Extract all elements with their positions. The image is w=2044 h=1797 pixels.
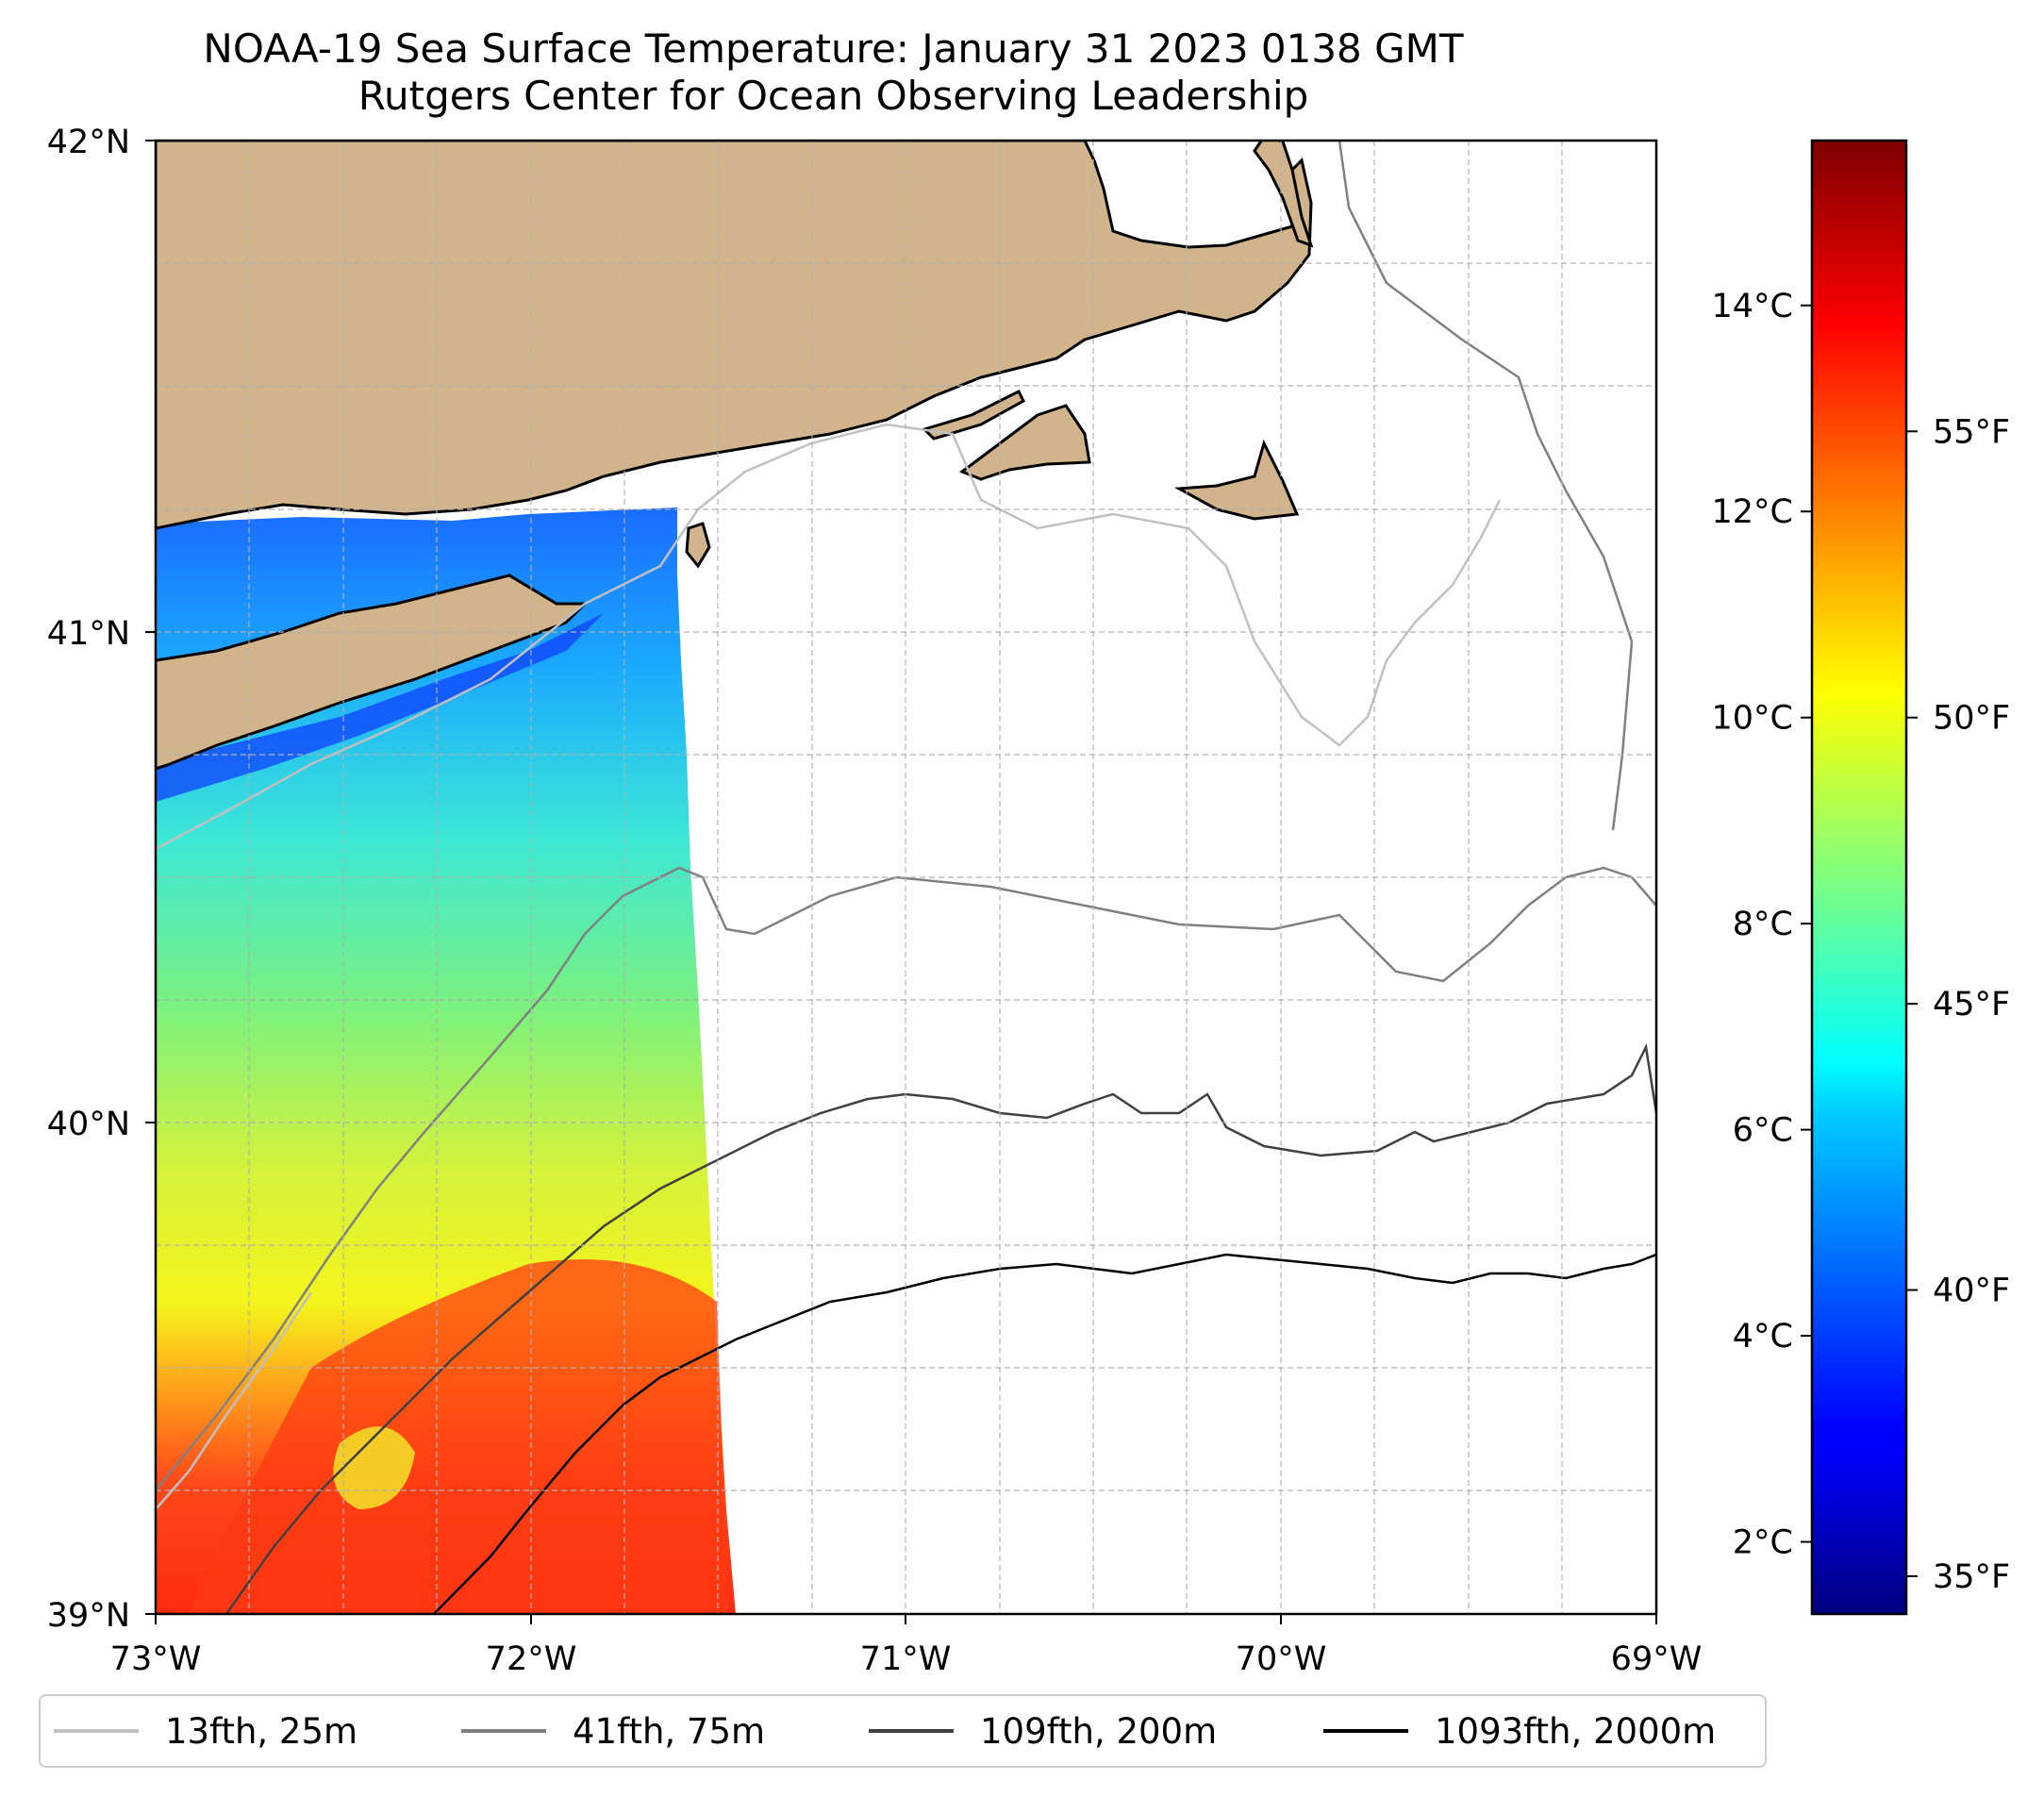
colorbar-label-f: 35°F [1933, 1558, 2010, 1596]
legend-swatch-25m [54, 1729, 139, 1733]
colorbar-label-f: 50°F [1933, 700, 2010, 738]
legend-item-200m: 109fth, 200m [869, 1696, 1217, 1766]
isobath-2000m [433, 1253, 1656, 1614]
land-nantucket [1173, 439, 1300, 521]
x-tick-69w: 69°W [1611, 1640, 1703, 1678]
y-tick-41n: 41°N [47, 615, 130, 653]
map-title-line-1: NOAA-19 Sea Surface Temperature: January… [203, 25, 1464, 72]
map-area [156, 141, 1656, 1614]
colorbar-label-c: 8°C [1733, 906, 1793, 943]
x-tick-73w: 73°W [110, 1640, 202, 1678]
colorbar-label-c: 6°C [1733, 1112, 1793, 1150]
land-block-island [685, 522, 711, 569]
legend-label-2000m: 1093fth, 2000m [1435, 1710, 1717, 1752]
colorbar-label-c: 12°C [1712, 493, 1793, 531]
land-cape-cod-tip [1253, 141, 1314, 248]
legend-item-25m: 13fth, 25m [54, 1696, 357, 1766]
sst-cold-coastal [156, 613, 604, 802]
colorbar-label-f: 55°F [1933, 413, 2010, 451]
isobath-25m-b [156, 1291, 313, 1510]
land-long-island [156, 574, 589, 771]
land-elizabeth-islands [922, 389, 1025, 441]
x-tick-70w: 70°W [1236, 1640, 1327, 1678]
legend-swatch-200m [869, 1729, 954, 1733]
land-new-england [156, 141, 1313, 530]
isobath-75m-north [1338, 141, 1634, 831]
y-tick-40n: 40°N [47, 1106, 130, 1143]
legend-label-25m: 13fth, 25m [165, 1710, 358, 1752]
y-tick-39n: 39°N [47, 1597, 130, 1635]
legend-swatch-75m [461, 1729, 546, 1733]
sst-yellow-patch [333, 1426, 415, 1509]
colorbar-label-c: 10°C [1712, 700, 1793, 738]
colorbar-ticks: 2°C 4°C 6°C 8°C 10°C 12°C 14°C 35°F 40°F 45°F 50°F… [1712, 288, 2011, 1596]
map-title-line-2: Rutgers Center for Ocean Observing Leade… [357, 73, 1309, 119]
isobath-25m [156, 423, 1502, 851]
legend-item-75m: 41fth, 75m [461, 1696, 765, 1766]
colorbar-label-c: 2°C [1733, 1524, 1793, 1562]
x-tick-72w: 72°W [486, 1640, 577, 1678]
map-grid [156, 141, 1656, 1614]
colorbar-label-f: 45°F [1933, 986, 2010, 1023]
y-tick-42n: 42°N [47, 124, 130, 161]
colorbar-label-f: 40°F [1933, 1273, 2010, 1310]
legend-swatch-2000m [1323, 1729, 1408, 1733]
sst-warm-core [189, 1259, 728, 1614]
map-ticks [145, 140, 1657, 1624]
legend-item-2000m: 1093fth, 2000m [1323, 1696, 1716, 1766]
colorbar-label-c: 4°C [1733, 1318, 1793, 1356]
isobath-legend: 13fth, 25m 41fth, 75m 109fth, 200m 1093f… [39, 1694, 1767, 1768]
colorbar [1810, 139, 1908, 1616]
isobath-200m [224, 1042, 1656, 1614]
legend-label-200m: 109fth, 200m [980, 1710, 1218, 1752]
legend-label-75m: 41fth, 75m [573, 1710, 766, 1752]
isobath-75m [156, 866, 1656, 1491]
colorbar-label-c: 14°C [1712, 288, 1793, 325]
land-marthas-vineyard [958, 404, 1091, 481]
x-tick-71w: 71°W [860, 1640, 952, 1678]
